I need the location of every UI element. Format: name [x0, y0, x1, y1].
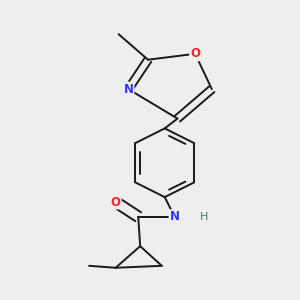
Text: H: H	[200, 212, 208, 222]
Text: O: O	[111, 196, 121, 208]
Text: O: O	[190, 47, 200, 60]
Text: N: N	[169, 210, 179, 223]
Text: N: N	[123, 82, 134, 96]
